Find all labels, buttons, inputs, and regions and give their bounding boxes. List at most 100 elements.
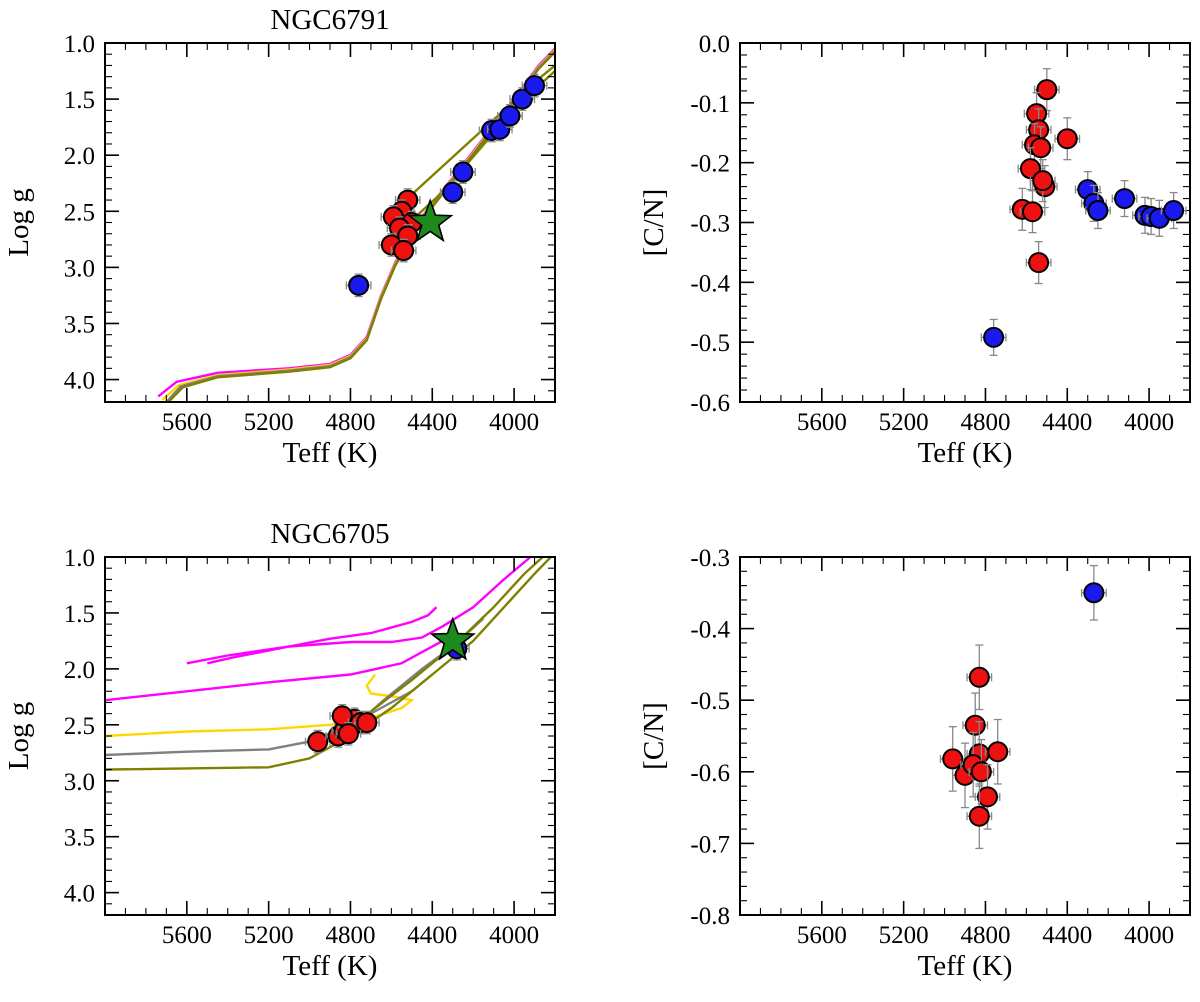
isochrone-track-0 [186, 557, 532, 665]
data-point-blue [1083, 582, 1105, 604]
series-red [378, 188, 425, 263]
x-tick-label: 5600 [162, 922, 212, 949]
y-tick-label: -0.8 [690, 903, 730, 930]
star-marker [407, 198, 454, 243]
plot-frame [104, 556, 556, 916]
series-blue [345, 73, 548, 298]
isochrone-tracks [157, 47, 555, 402]
panel-title: NGC6705 [270, 518, 389, 550]
isochrone-tracks [105, 557, 552, 771]
x-tick-label: 4800 [325, 922, 375, 949]
data-point-blue [1163, 200, 1185, 222]
data-point-red [1032, 170, 1054, 192]
x-tick-label: 4800 [960, 922, 1010, 949]
isochrone-track-3 [105, 673, 415, 738]
plot-frame [739, 42, 1191, 403]
data-point-red [977, 786, 998, 808]
x-axis-label: Teff (K) [283, 437, 378, 469]
y-tick-label: -0.6 [690, 760, 730, 787]
y-tick-label: 2.5 [64, 713, 95, 740]
y-tick-label: 2.0 [64, 143, 95, 170]
y-axis-label: [C/N] [638, 189, 670, 257]
data-point-blue [524, 75, 546, 97]
data-point-red [356, 712, 378, 734]
data-point-red [393, 240, 415, 262]
data-point-blue [442, 181, 464, 203]
series-red [1009, 68, 1081, 285]
data-point-red [1022, 201, 1043, 223]
x-tick-label: 4000 [489, 409, 539, 436]
panel-title: NGC6791 [270, 4, 389, 36]
data-point-red [1056, 128, 1078, 150]
y-tick-label: 4.0 [64, 368, 95, 395]
data-point-red [970, 761, 992, 783]
data-point-red [942, 748, 964, 770]
y-tick-label: -0.4 [690, 617, 730, 644]
y-tick-label: 3.5 [64, 825, 95, 852]
data-point-blue [452, 161, 474, 183]
y-tick-label: -0.5 [690, 688, 730, 715]
y-tick-label: 3.0 [64, 769, 95, 796]
y-tick-label: 2.0 [64, 657, 95, 684]
x-axis-label: Teff (K) [918, 437, 1013, 469]
data-point-red [987, 741, 1009, 763]
x-tick-label: 4400 [1042, 409, 1092, 436]
y-tick-label: -0.7 [690, 831, 730, 858]
isochrone-track-3 [167, 51, 555, 402]
panel-ngc6791-logg: 5600 5200 4800 4400 4000 1.0 1.5 2.0 2.5 3.0 3.5 4.… [3, 4, 556, 469]
x-axis-label: Teff (K) [283, 950, 378, 982]
y-tick-label: 1.0 [64, 545, 95, 572]
data-point-blue [499, 105, 521, 127]
x-tick-label: 4000 [489, 922, 539, 949]
x-tick-label: 5600 [162, 409, 212, 436]
isochrone-track-6 [105, 557, 552, 771]
y-tick-label: 1.5 [64, 87, 95, 114]
y-tick-label: -0.5 [690, 330, 730, 357]
isochrone-track-2 [165, 50, 555, 402]
y-tick-label: -0.3 [690, 545, 730, 572]
series-red [304, 704, 380, 754]
y-axis-label: Log g [3, 188, 35, 256]
data-point-red [1028, 252, 1050, 274]
x-tick-label: 5200 [879, 922, 929, 949]
x-tick-label: 4400 [407, 409, 457, 436]
x-axis-label: Teff (K) [918, 950, 1013, 982]
y-tick-label: 3.5 [64, 311, 95, 338]
plot-frame [104, 42, 556, 403]
y-tick-label: 3.0 [64, 255, 95, 282]
panel-ngc6705-cn: 5600 5200 4800 4400 4000 -0.3 -0.4 -0.5 -0.6 -0.7… [638, 545, 1191, 982]
x-tick-label: 4000 [1124, 922, 1174, 949]
y-tick-label: -0.1 [690, 91, 730, 118]
series-red [939, 644, 1011, 850]
x-tick-label: 5600 [797, 409, 847, 436]
data-point-blue [348, 274, 370, 296]
data-point-red [307, 731, 329, 753]
y-tick-label: -0.6 [690, 390, 730, 417]
y-tick-label: -0.2 [690, 151, 730, 178]
y-axis-label: [C/N] [638, 702, 670, 770]
isochrone-track-0 [157, 47, 555, 398]
plot-frame [739, 556, 1191, 916]
y-axis-label: Log g [3, 702, 35, 770]
star-marker [429, 616, 476, 661]
panel-ngc6705-logg: 5600 5200 4800 4400 4000 1.0 1.5 2.0 2.5 3.0 3.5 4.… [3, 518, 556, 982]
y-tick-label: 2.5 [64, 199, 95, 226]
data-point-red [1036, 79, 1058, 101]
y-tick-label: -0.3 [690, 211, 730, 238]
x-tick-label: 4000 [1124, 409, 1174, 436]
data-point-red [337, 723, 359, 745]
y-tick-label: -0.4 [690, 270, 730, 297]
x-tick-label: 4800 [960, 409, 1010, 436]
y-tick-label: 4.0 [64, 881, 95, 908]
data-point-red [968, 666, 990, 688]
series-blue [980, 170, 1187, 356]
x-tick-label: 5600 [797, 922, 847, 949]
x-tick-label: 4400 [1042, 922, 1092, 949]
data-point-blue [1114, 188, 1136, 210]
x-tick-label: 5200 [244, 409, 294, 436]
series-blue [1080, 564, 1107, 621]
y-tick-label: 1.0 [64, 31, 95, 58]
data-point-red [968, 805, 990, 827]
panel-ngc6791-cn: 5600 5200 4800 4400 4000 0.0 -0.1 -0.2 -0.3 -0.4 -… [638, 31, 1191, 469]
